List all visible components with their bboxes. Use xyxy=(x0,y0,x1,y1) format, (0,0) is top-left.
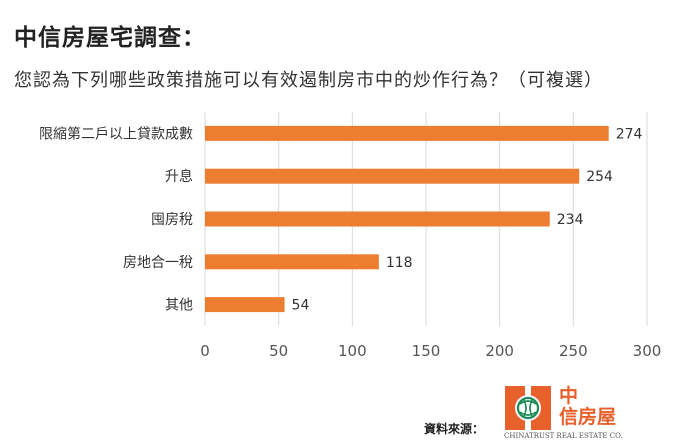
bar xyxy=(205,125,609,141)
category-label: 房地合一稅 xyxy=(123,255,193,271)
category-label: 升息 xyxy=(165,168,193,185)
x-tick-label: 200 xyxy=(485,342,514,360)
x-tick-label: 100 xyxy=(338,342,367,360)
x-tick-label: 50 xyxy=(269,342,288,360)
category-label: 其他 xyxy=(165,298,193,314)
logo-line-2: 信房屋 xyxy=(559,406,617,428)
x-tick-label: 0 xyxy=(200,342,210,360)
survey-question: 您認為下列哪些政策措施可以有效遏制房市中的炒作行為？（可複選） xyxy=(14,70,603,91)
data-label: 118 xyxy=(386,255,413,271)
data-label: 254 xyxy=(586,169,613,185)
data-label: 274 xyxy=(616,126,643,142)
chinatrust-logo-icon xyxy=(505,386,551,430)
category-label: 囤房稅 xyxy=(151,212,193,228)
category-label: 限縮第二戶以上貸款成數 xyxy=(39,125,193,142)
bar xyxy=(205,297,285,313)
page-title: 中信房屋宅調查： xyxy=(14,25,206,51)
logo-chinese-name: 中 信房屋 xyxy=(559,386,616,428)
x-tick-label: 250 xyxy=(559,342,588,360)
x-tick-label: 150 xyxy=(412,342,441,360)
x-tick-label: 300 xyxy=(633,342,662,360)
chinatrust-logo: 中 信房屋 CHINATRUST REAL ESTATE CO. xyxy=(503,384,653,444)
logo-line-1: 中 xyxy=(559,385,579,407)
logo-english-name: CHINATRUST REAL ESTATE CO. xyxy=(504,432,623,440)
data-label: 54 xyxy=(292,298,310,314)
bar xyxy=(205,254,379,270)
source-label: 資料來源： xyxy=(424,422,485,436)
data-label: 234 xyxy=(557,212,584,228)
bar xyxy=(205,211,550,227)
bar xyxy=(205,168,580,184)
